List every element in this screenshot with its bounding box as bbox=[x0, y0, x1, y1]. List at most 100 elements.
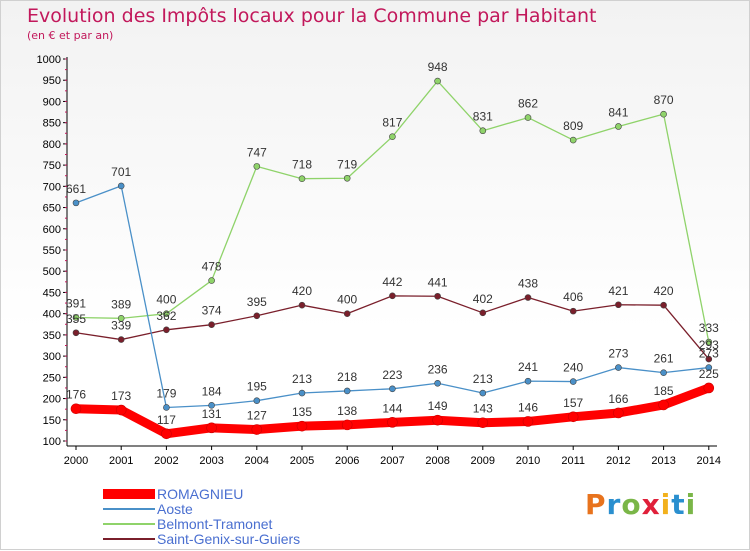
data-point bbox=[343, 174, 351, 182]
data-point bbox=[117, 182, 125, 190]
x-tick-label: 2002 bbox=[154, 455, 178, 467]
data-point bbox=[206, 422, 217, 434]
data-point bbox=[117, 336, 125, 343]
data-label: 402 bbox=[473, 292, 493, 306]
data-point bbox=[705, 364, 713, 371]
y-tick-label: 800 bbox=[43, 139, 61, 151]
y-tick-label: 250 bbox=[43, 372, 61, 384]
logo-letter: P bbox=[585, 488, 607, 521]
legend-item: Saint-Genix-sur-Guiers bbox=[103, 531, 300, 547]
x-tick-label: 2014 bbox=[697, 455, 721, 467]
x-tick-label: 2013 bbox=[651, 455, 675, 467]
data-point bbox=[615, 123, 622, 130]
data-label: 395 bbox=[247, 295, 267, 309]
data-label: 185 bbox=[654, 384, 674, 398]
data-label: 236 bbox=[428, 362, 448, 376]
legend-label: Belmont-Tramonet bbox=[157, 515, 273, 532]
data-label: 442 bbox=[382, 275, 402, 289]
data-label: 218 bbox=[337, 370, 357, 384]
data-point bbox=[567, 411, 579, 423]
data-point bbox=[253, 163, 261, 170]
x-tick-label: 2010 bbox=[516, 455, 540, 467]
data-point bbox=[432, 414, 443, 426]
logo-letter: i bbox=[660, 488, 672, 521]
data-label: 391 bbox=[66, 296, 86, 310]
data-point bbox=[522, 416, 534, 427]
data-point bbox=[705, 338, 713, 346]
data-point bbox=[298, 175, 306, 182]
data-label: 339 bbox=[111, 319, 131, 333]
data-label: 241 bbox=[518, 360, 538, 374]
data-label: 173 bbox=[111, 389, 131, 403]
x-tick-label: 2001 bbox=[109, 455, 133, 467]
data-label: 841 bbox=[608, 105, 628, 119]
y-tick-label: 550 bbox=[43, 245, 61, 257]
data-label: 117 bbox=[157, 413, 176, 427]
data-label: 870 bbox=[654, 93, 674, 107]
logo-letter: t bbox=[671, 488, 686, 521]
data-label: 420 bbox=[292, 284, 312, 298]
data-label: 333 bbox=[699, 321, 719, 335]
data-point bbox=[253, 312, 261, 320]
y-tick-label: 1000 bbox=[37, 54, 61, 66]
data-label: 273 bbox=[699, 347, 719, 361]
logo-letter: i bbox=[685, 488, 697, 521]
data-point bbox=[117, 315, 125, 322]
x-tick-label: 2007 bbox=[380, 455, 404, 467]
data-point bbox=[387, 417, 398, 428]
data-label: 374 bbox=[202, 304, 222, 318]
legend-item: ROMAGNIEU bbox=[103, 486, 243, 502]
y-tick-label: 350 bbox=[43, 330, 61, 342]
data-point bbox=[524, 294, 532, 301]
data-label: 144 bbox=[382, 401, 402, 415]
data-label: 146 bbox=[518, 400, 538, 414]
y-tick-label: 650 bbox=[43, 203, 61, 215]
data-label: 240 bbox=[563, 361, 583, 375]
data-point bbox=[208, 321, 215, 329]
data-label: 135 bbox=[292, 405, 312, 419]
y-tick-label: 450 bbox=[43, 287, 61, 299]
data-label: 421 bbox=[608, 284, 628, 298]
data-point bbox=[253, 397, 261, 404]
data-point bbox=[660, 301, 667, 309]
data-label: 149 bbox=[428, 399, 448, 413]
x-tick-label: 2006 bbox=[335, 455, 359, 467]
data-point bbox=[341, 419, 353, 431]
data-label: 138 bbox=[337, 404, 357, 418]
data-label: 661 bbox=[66, 182, 86, 196]
proxiti-logo: Proxiti bbox=[585, 488, 696, 521]
data-label: 273 bbox=[608, 347, 628, 361]
x-tick-label: 2005 bbox=[290, 455, 314, 467]
data-point bbox=[208, 277, 215, 284]
data-label: 389 bbox=[111, 297, 131, 311]
data-label: 718 bbox=[292, 158, 312, 172]
legend-item: Aoste bbox=[103, 500, 193, 517]
data-label: 179 bbox=[156, 386, 176, 400]
data-point bbox=[298, 389, 306, 397]
logo-letter: o bbox=[621, 488, 642, 521]
data-point bbox=[115, 404, 127, 416]
data-point bbox=[389, 133, 396, 140]
data-point bbox=[660, 369, 667, 376]
y-tick-label: 700 bbox=[43, 181, 61, 193]
data-point bbox=[615, 301, 622, 309]
data-label: 406 bbox=[563, 290, 583, 304]
legend-swatch bbox=[103, 507, 155, 510]
data-point bbox=[703, 382, 715, 394]
data-point bbox=[343, 387, 351, 395]
chart-subtitle: (en € et par an) bbox=[27, 29, 114, 42]
data-point bbox=[389, 292, 396, 300]
data-label: 261 bbox=[654, 352, 674, 366]
data-label: 701 bbox=[111, 165, 131, 179]
x-tick-label: 2008 bbox=[425, 455, 449, 467]
data-label: 400 bbox=[337, 293, 357, 307]
data-point bbox=[72, 199, 80, 207]
data-point bbox=[298, 301, 306, 309]
data-point bbox=[163, 310, 170, 317]
data-label: 478 bbox=[202, 260, 222, 274]
data-label: 166 bbox=[608, 392, 628, 406]
legend-label: Aoste bbox=[157, 500, 193, 517]
data-point bbox=[72, 329, 80, 337]
data-point bbox=[161, 428, 172, 440]
